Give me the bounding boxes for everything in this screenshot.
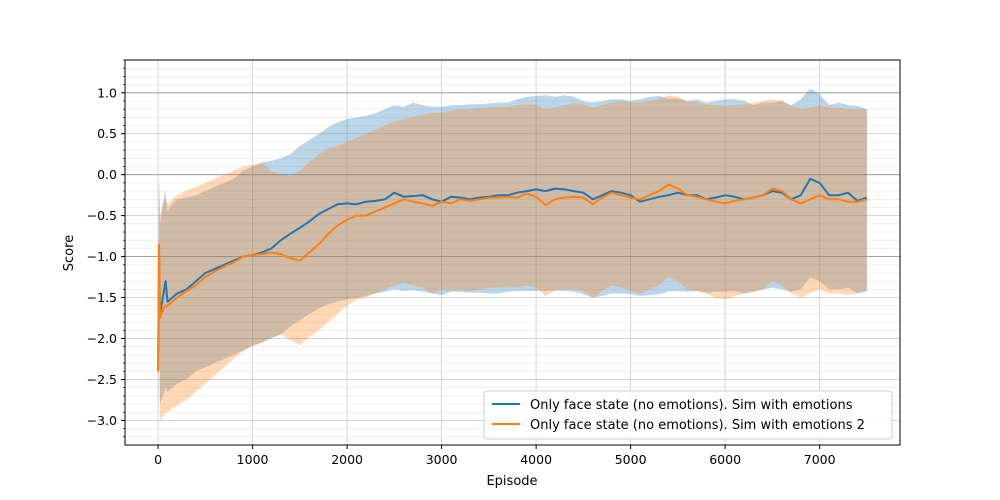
y-tick-label: 1.0 [97, 85, 117, 100]
y-tick-label: −1.5 [87, 290, 117, 305]
x-tick-label: 1000 [237, 452, 269, 467]
x-tick-label: 5000 [615, 452, 647, 467]
x-tick-label: 3000 [426, 452, 458, 467]
band-series-1 [158, 88, 867, 413]
legend: Only face state (no emotions). Sim with … [483, 390, 893, 440]
mean-lines [157, 177, 868, 372]
y-tick-label: −3.0 [87, 413, 117, 428]
axis-ticks: 0 1000 2000 3000 4000 5000 6000 7000 −3.0 −2.5 −2.… [87, 59, 836, 467]
x-tick-label: 6000 [709, 452, 741, 467]
band-series-2 [158, 95, 867, 421]
x-tick-label: 4000 [520, 452, 552, 467]
plot-frame [124, 59, 901, 446]
legend-label-1: Only face state (no emotions). Sim with … [530, 398, 853, 413]
confidence-bands [158, 88, 867, 421]
grid [125, 59, 900, 445]
y-tick-label: −0.5 [87, 208, 117, 223]
x-tick-label: 7000 [804, 452, 836, 467]
y-tick-label: −1.0 [87, 249, 117, 264]
line-series-2 [157, 183, 868, 372]
legend-label-2: Only face state (no emotions). Sim with … [530, 418, 865, 433]
x-tick-label: 2000 [331, 452, 363, 467]
y-axis-title: Score [62, 235, 77, 271]
y-tick-label: 0.0 [97, 167, 117, 182]
y-tick-label: −2.5 [87, 372, 117, 387]
x-axis-title: Episode [486, 474, 537, 489]
y-tick-label: −2.0 [87, 331, 117, 346]
y-tick-label: 0.5 [97, 126, 117, 141]
legend-box [483, 390, 893, 440]
x-tick-label: 0 [154, 452, 162, 467]
